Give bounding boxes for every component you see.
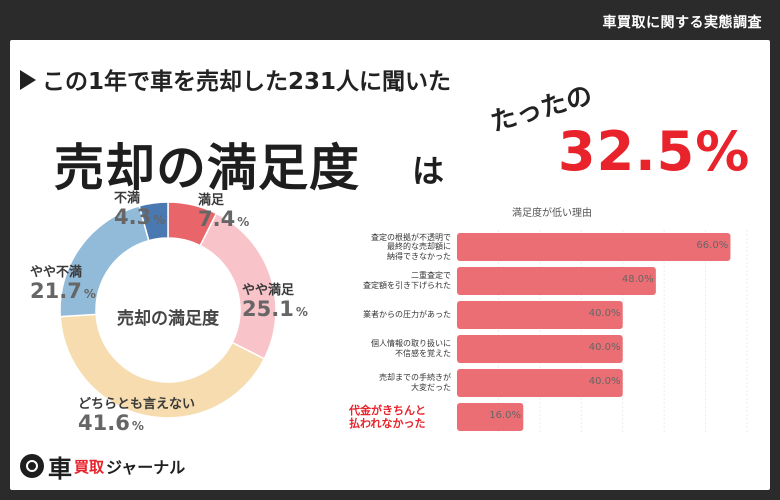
main-title: 売却の満足度 xyxy=(54,139,360,197)
donut-slice-name: やや不満 xyxy=(30,265,83,280)
bar-category-label: 売却までの手続きが 大変だった xyxy=(353,373,451,392)
donut-slice-label: 満足 7.4% xyxy=(198,194,249,230)
donut-slice-unit: % xyxy=(131,418,144,433)
bar-category-line: 不信感を覚えた xyxy=(395,348,451,358)
headline-text: この1年で車を売却した231人に聞いた xyxy=(42,69,452,95)
bar-category-label: 代金がきちんと 払われなかった xyxy=(349,404,449,430)
logo-text-rest: ジャーナル xyxy=(106,458,186,477)
bar-value-label: 40.0% xyxy=(588,376,621,387)
bar-category-line: 査定の根拠が不透明で xyxy=(371,232,451,242)
bar-category-label: 業者からの圧力があった xyxy=(353,310,451,320)
donut-slice-unit: % xyxy=(153,212,166,227)
survey-tag: 車買取に関する実態調査 xyxy=(602,15,762,31)
donut-slice-unit: % xyxy=(295,304,308,319)
bar-category-label: 個人情報の取り扱いに 不信感を覚えた xyxy=(353,339,451,358)
bar-category-line: 業者からの圧力があった xyxy=(363,310,451,320)
tire-icon xyxy=(20,454,44,478)
donut-slice-value: 21.7 xyxy=(30,278,82,303)
bar-category-line: 払われなかった xyxy=(349,416,426,430)
donut-slice-name: 不満 xyxy=(114,191,141,206)
bar-category-line: 最終的な売却額に xyxy=(387,242,451,252)
bar-category-line: 査定額を引き下げられた xyxy=(363,280,451,290)
donut-slice-unit: % xyxy=(83,286,96,301)
bar xyxy=(457,369,623,397)
bar-value-label: 48.0% xyxy=(621,274,654,285)
bar xyxy=(457,233,731,261)
donut-slice xyxy=(138,201,169,242)
logo-text-mid: 買取 xyxy=(74,457,105,476)
bar-value-label: 40.0% xyxy=(588,342,621,353)
donut-center-label: 売却の満足度 xyxy=(117,309,219,329)
donut-chart xyxy=(59,201,277,419)
logo-text-big: 車 xyxy=(48,454,72,483)
donut-slice-name: 満足 xyxy=(198,193,225,208)
donut-slice-label: やや不満 21.7% xyxy=(30,266,96,302)
triangle-icon xyxy=(20,70,36,90)
bar-category-line: 個人情報の取り扱いに xyxy=(371,339,451,349)
satisfaction-percent: 32.5% xyxy=(558,120,751,183)
bar xyxy=(457,335,623,363)
donut-slice-label: 不満 4.3% xyxy=(114,192,165,228)
donut-slice-value: 7.4 xyxy=(198,206,236,231)
donut-slice-unit: % xyxy=(237,214,250,229)
headline: この1年で車を売却した231人に聞いた xyxy=(20,62,451,96)
bar-chart xyxy=(457,230,748,434)
bar-category-line: 二重査定で xyxy=(411,271,451,281)
donut-slice-name: やや満足 xyxy=(242,283,295,298)
donut-slice-name: どちらとも言えない xyxy=(78,397,196,412)
bar xyxy=(457,267,656,295)
donut-slice-value: 41.6 xyxy=(78,410,130,435)
bar-category-line: 代金がきちんと xyxy=(349,403,426,417)
donut-slice xyxy=(59,313,266,419)
brand-logo: 車 買取 ジャーナル xyxy=(20,450,186,483)
donut-slice-value: 25.1 xyxy=(242,296,294,321)
bar-chart-title: 満足度が低い理由 xyxy=(512,208,592,219)
infographic-card: この1年で車を売却した231人に聞いた 売却の満足度 は たったの 32.5% … xyxy=(10,40,770,490)
bar xyxy=(457,301,623,329)
bar-category-label: 二重査定で 査定額を引き下げられた xyxy=(353,271,451,290)
main-title-suffix: は xyxy=(412,152,445,190)
bar-value-label: 40.0% xyxy=(588,308,621,319)
donut-slice-value: 4.3 xyxy=(114,204,152,229)
bar-value-label: 16.0% xyxy=(489,410,522,421)
donut-slice-label: どちらとも言えない 41.6% xyxy=(78,398,195,434)
bar-category-line: 大変だった xyxy=(411,382,451,392)
bar-category-label: 査定の根拠が不透明で 最終的な売却額に 納得できなかった xyxy=(353,233,451,262)
bar xyxy=(457,403,524,431)
bar-category-line: 売却までの手続きが xyxy=(379,373,451,383)
bar-category-line: 納得できなかった xyxy=(387,251,451,261)
donut-slice-label: やや満足 25.1% xyxy=(242,284,308,320)
bar-value-label: 66.0% xyxy=(696,240,729,251)
